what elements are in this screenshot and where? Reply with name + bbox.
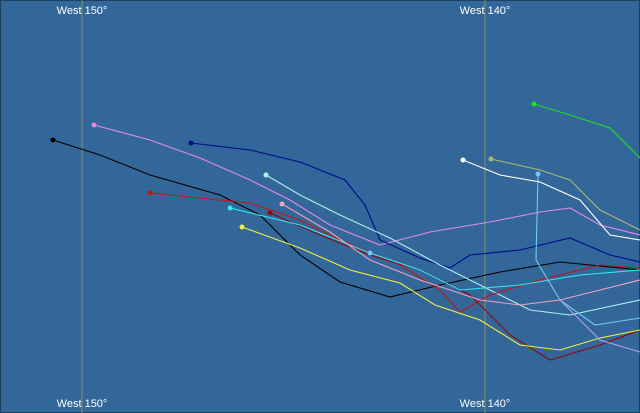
meridian-label: West 150° [57, 5, 108, 17]
track-starts [50, 101, 541, 256]
track [241, 226, 640, 351]
track [559, 299, 640, 353]
start-point [267, 210, 273, 216]
start-point [263, 172, 269, 178]
start-point [531, 101, 537, 107]
start-point [460, 157, 466, 163]
start-point [227, 205, 233, 211]
track [265, 174, 640, 316]
start-point [239, 224, 245, 230]
track [269, 212, 640, 361]
start-point [147, 190, 153, 196]
track [462, 159, 640, 241]
meridian-label: West 140° [460, 398, 511, 410]
track [229, 207, 640, 291]
start-point [50, 137, 56, 143]
track [281, 203, 640, 306]
start-point [279, 201, 285, 207]
drifter-tracks [52, 103, 640, 361]
start-point [488, 156, 494, 162]
start-point [367, 250, 373, 256]
start-point [91, 122, 97, 128]
track [190, 142, 640, 269]
track [93, 124, 640, 246]
track [52, 139, 640, 298]
track [490, 158, 640, 231]
start-point [188, 140, 194, 146]
track [533, 103, 640, 159]
meridian-label: West 150° [57, 398, 108, 410]
start-point [535, 171, 541, 177]
meridian-label: West 140° [460, 5, 511, 17]
track [149, 192, 640, 313]
